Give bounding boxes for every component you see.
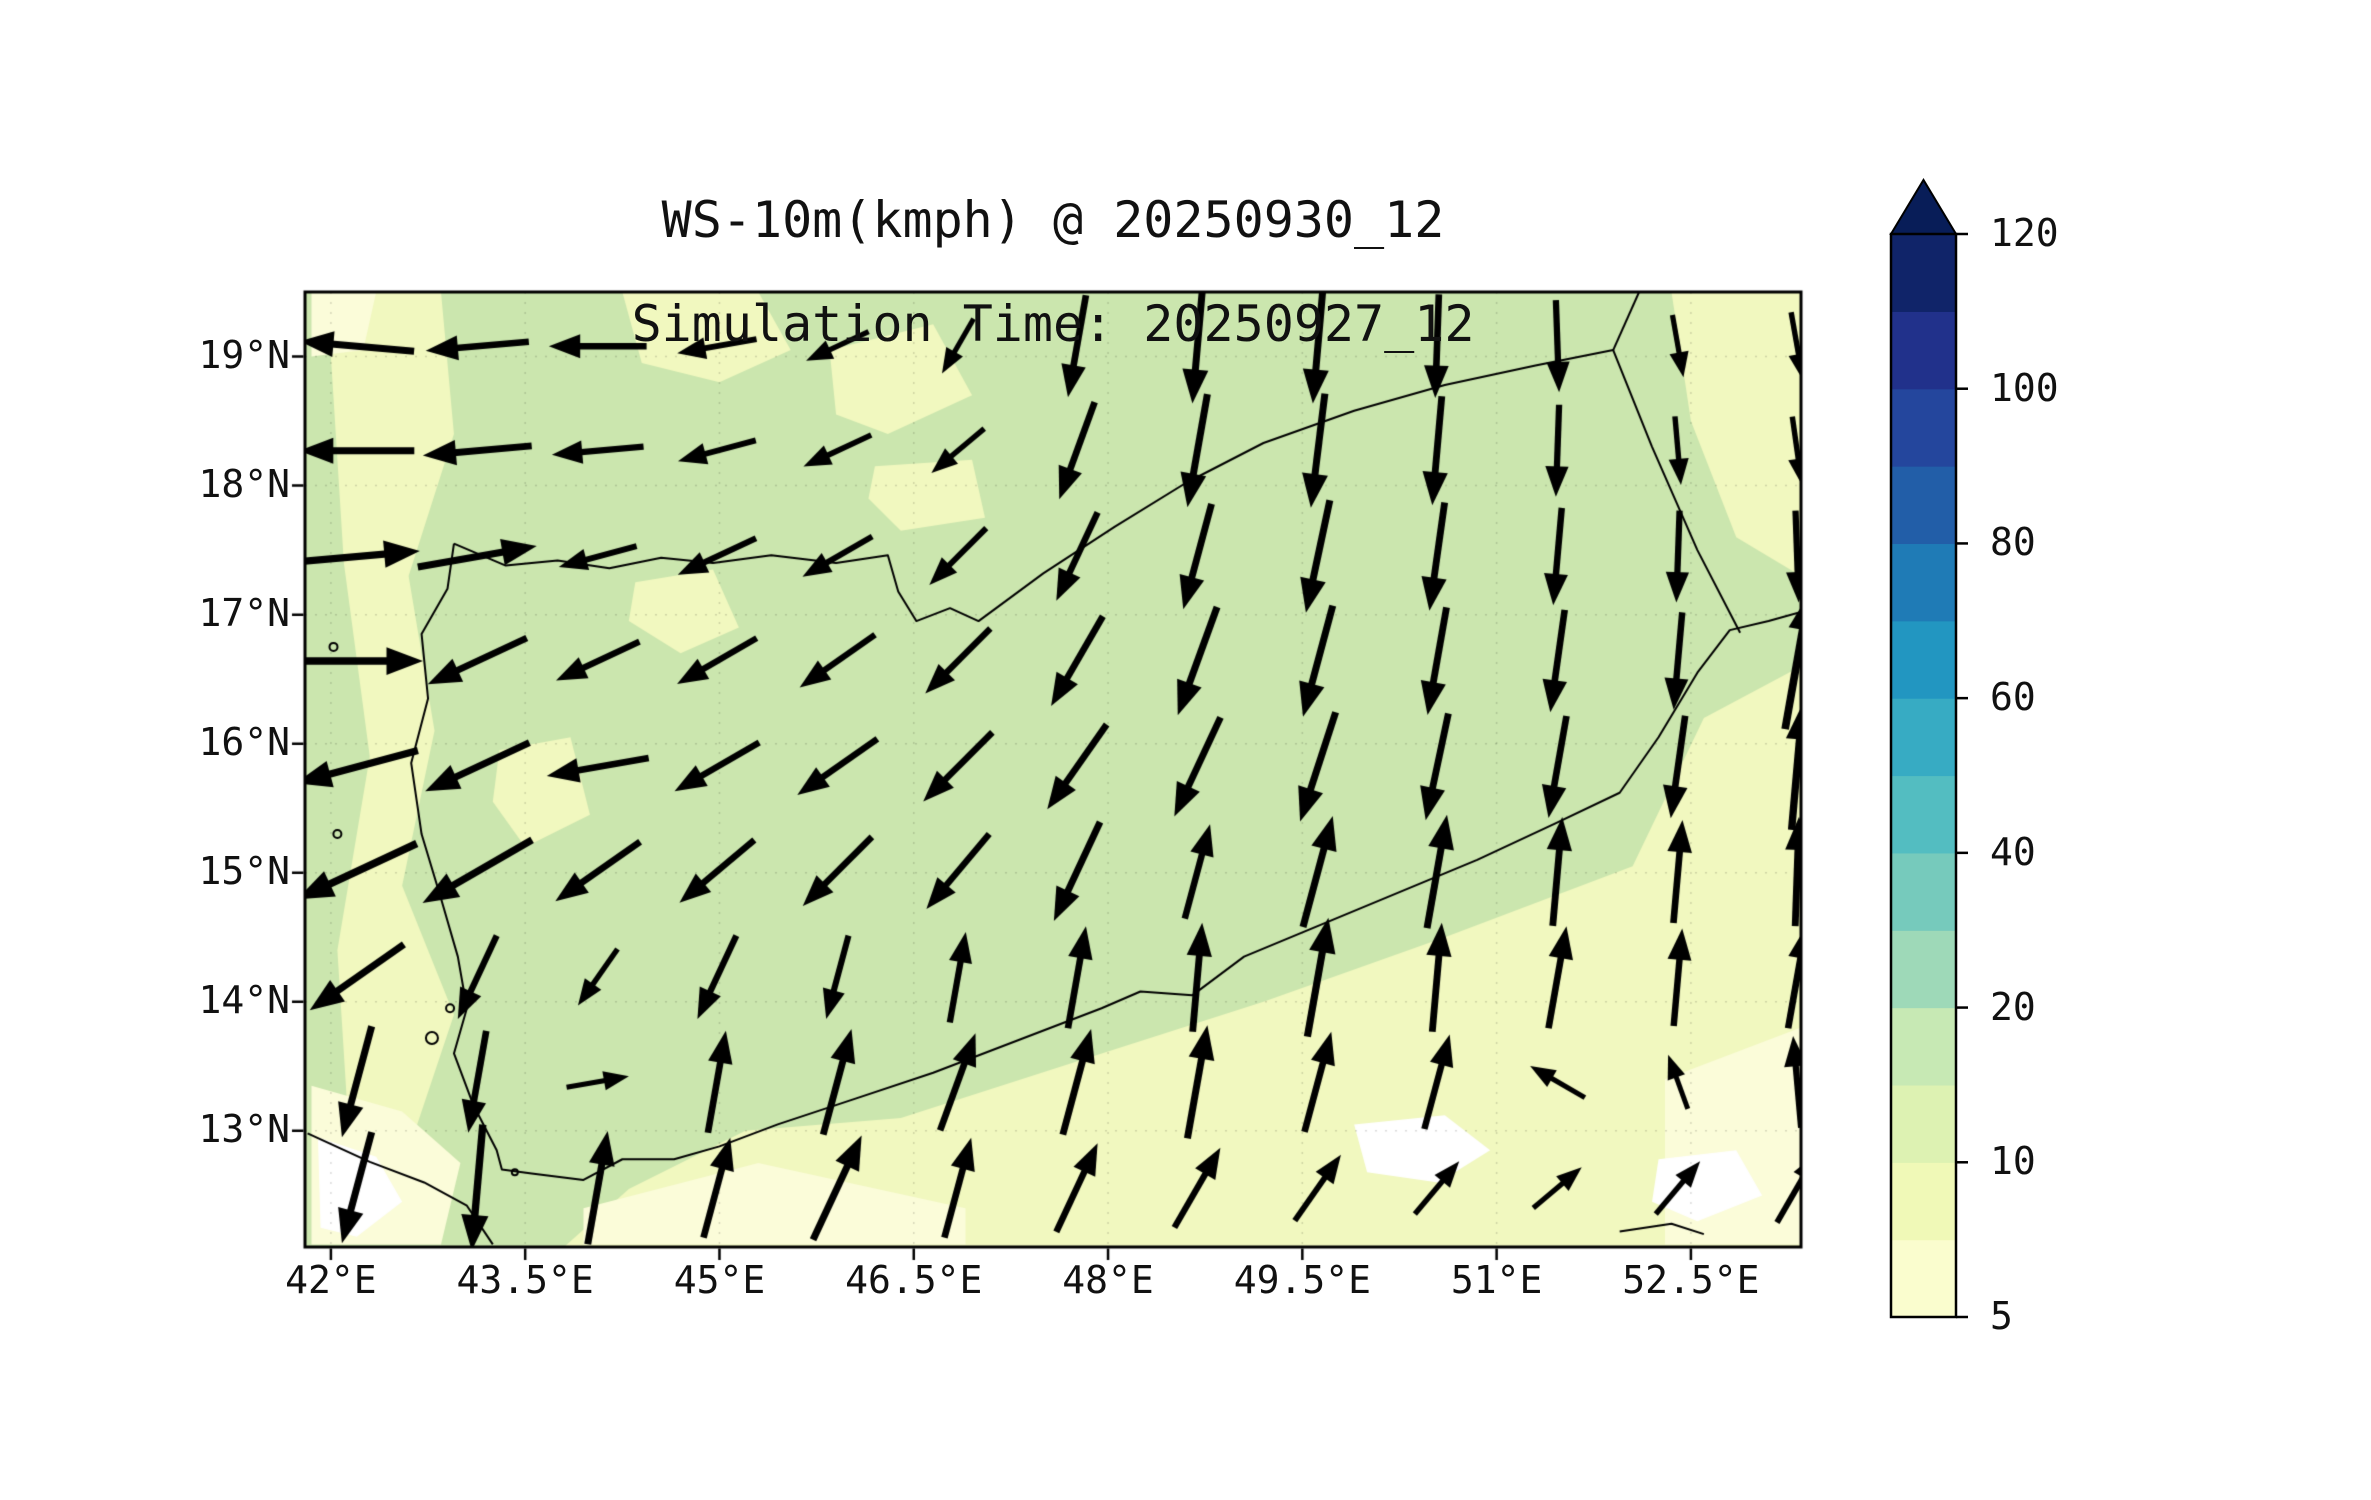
colorbar-segment <box>1891 466 1956 545</box>
colorbar <box>1889 178 1968 1319</box>
colorbar-segment <box>1891 698 1956 777</box>
colorbar-segment <box>1891 234 1956 312</box>
chart-title: WS-10m(kmph) @ 20250930_12 <box>661 190 1445 249</box>
colorbar-segment <box>1891 620 1956 699</box>
title-block: WS-10m(kmph) @ 20250930_12 Simulation Ti… <box>632 148 1475 397</box>
colorbar-segment <box>1891 930 1956 1009</box>
colorbar-segment <box>1891 1239 1956 1318</box>
colorbar-segment <box>1891 1084 1956 1163</box>
colorbar-segment <box>1891 1162 1956 1241</box>
chart-subtitle: Simulation Time: 20250927_12 <box>631 294 1475 353</box>
colorbar-segment <box>1891 775 1956 854</box>
colorbar-segment <box>1891 1007 1956 1086</box>
colorbar-segment <box>1891 852 1956 931</box>
colorbar-over-arrow <box>1889 178 1958 235</box>
colorbar-segment <box>1891 311 1956 390</box>
colorbar-segment <box>1891 388 1956 467</box>
colorbar-segment <box>1891 543 1956 622</box>
colorbar-outline <box>1889 232 1958 1319</box>
